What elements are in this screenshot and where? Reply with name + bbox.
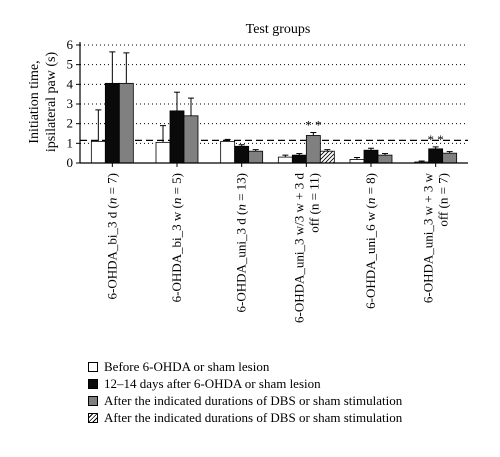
x-tick-label-text: 6-OHDA_bi_3 w ( — [169, 204, 184, 302]
chart: Test groups Initiation time, ipsilateral… — [27, 22, 468, 323]
bar-5-2 — [442, 152, 458, 164]
bar-3-2 — [305, 135, 321, 164]
legend-label: After the indicated durations of DBS or … — [104, 392, 403, 408]
x-tick-label-text: 6-OHDA_uni_3 d ( — [234, 211, 249, 313]
legend-label: Before 6-OHDA or sham lesion — [104, 358, 270, 374]
x-tick-label-text: 6-OHDA_bi_3 d ( — [104, 204, 119, 299]
bar-3-3 — [319, 150, 335, 164]
bar-1-2 — [183, 115, 199, 164]
bar-3-1 — [291, 154, 307, 164]
legend: Before 6-OHDA or sham lesion 12–14 days a… — [88, 358, 402, 426]
bar-4-1 — [363, 149, 379, 164]
bar-5-1 — [428, 148, 444, 164]
x-tick-label-text: 6-OHDA_uni_3 w/3 w + 3 d — [291, 173, 306, 323]
legend-item: 12–14 days after 6-OHDA or sham lesion — [88, 375, 402, 392]
y-tick-label: 0 — [67, 155, 74, 170]
x-tick-label: 6-OHDA_uni_3 d (n = 13) — [234, 173, 249, 313]
legend-item: After the indicated durations of DBS or … — [88, 409, 402, 426]
legend-swatch — [88, 395, 98, 406]
legend-swatch — [88, 361, 98, 372]
bar-2-0 — [220, 140, 236, 164]
x-tick-label: 6-OHDA_uni_3 w + 3 w — [421, 172, 436, 303]
x-tick-label: 6-OHDA_uni_6 w (n = 8) — [363, 173, 378, 309]
legend-swatch — [88, 378, 98, 389]
bar-3-0 — [277, 156, 293, 164]
legend-label: After the indicated durations of DBS or … — [104, 409, 403, 425]
x-tick-label-n: n — [363, 198, 378, 205]
legend-item: Before 6-OHDA or sham lesion — [88, 358, 402, 375]
x-tick-label: 6-OHDA_uni_3 w/3 w + 3 d — [291, 173, 306, 323]
y-tick-label: 5 — [67, 57, 74, 72]
bar-2-2 — [248, 150, 264, 164]
x-tick-label-line2: off (n = 7) — [436, 173, 451, 227]
x-tick-label-n: n — [169, 198, 184, 205]
bar-0-1 — [104, 82, 120, 164]
y-tick-label: 3 — [67, 96, 74, 111]
y-axis-label-line2: ipsilateral paw (s) — [44, 52, 59, 153]
x-tick-label-tail: = 8) — [363, 173, 378, 198]
x-tick-label-n: n — [234, 204, 249, 211]
legend-label: 12–14 days after 6-OHDA or sham lesion — [104, 375, 321, 391]
x-tick-label-line2: off (n = 11) — [306, 173, 321, 233]
bar-0-2 — [118, 82, 134, 164]
x-tick-label-text: 6-OHDA_uni_3 w + 3 w — [421, 172, 436, 303]
y-axis-label-line1: Initiation time, — [27, 60, 42, 143]
bar-4-2 — [377, 154, 393, 164]
chart-title: Test groups — [246, 22, 311, 37]
significance-marker: * * — [305, 118, 321, 133]
bar-0-0 — [90, 140, 106, 164]
legend-swatch — [88, 412, 98, 423]
x-tick-label: 6-OHDA_bi_3 d (n = 7) — [104, 173, 119, 300]
x-tick-label-text: 6-OHDA_uni_6 w ( — [363, 204, 378, 309]
y-tick-label: 2 — [67, 116, 74, 131]
y-tick-label: 4 — [67, 76, 74, 91]
bar-2-1 — [234, 145, 250, 164]
x-tick-label-tail: = 13) — [234, 173, 249, 204]
significance-marker: * * — [428, 132, 444, 147]
x-tick-label-n: n — [104, 198, 119, 205]
x-tick-label-tail: = 5) — [169, 173, 184, 198]
y-tick-label: 6 — [67, 37, 74, 52]
bar-1-0 — [155, 141, 171, 164]
bar-1-1 — [169, 110, 185, 164]
y-tick-label: 1 — [67, 135, 74, 150]
x-tick-label: 6-OHDA_bi_3 w (n = 5) — [169, 173, 184, 302]
legend-item: After the indicated durations of DBS or … — [88, 392, 402, 409]
x-tick-label-tail: = 7) — [104, 173, 119, 198]
